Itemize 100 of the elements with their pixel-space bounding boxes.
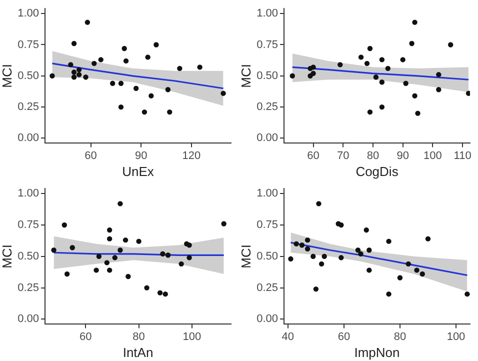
- point: [288, 256, 294, 262]
- point: [118, 248, 123, 253]
- point: [123, 58, 129, 64]
- point: [154, 42, 159, 48]
- y-tick-label: 0.25: [256, 282, 278, 294]
- point: [122, 237, 128, 243]
- y-tick-label: 0.00: [18, 313, 40, 326]
- x-tick-label: 80: [132, 330, 145, 343]
- point: [290, 73, 295, 78]
- point: [76, 72, 82, 78]
- point: [96, 254, 102, 259]
- point: [304, 237, 310, 243]
- point: [338, 62, 343, 68]
- y-axis-title: MCI: [0, 64, 14, 88]
- x-tick-label: 90: [134, 150, 148, 162]
- point: [165, 87, 171, 92]
- point: [448, 42, 454, 48]
- point: [299, 242, 305, 248]
- x-tick-label: 60: [307, 150, 320, 162]
- y-tick-label: 0.75: [18, 219, 40, 232]
- y-axis-title: MCI: [238, 64, 254, 88]
- x-tick-label: 90: [396, 150, 409, 162]
- point: [436, 87, 442, 92]
- x-tick-label: 120: [182, 150, 201, 162]
- point: [367, 109, 373, 115]
- x-tick-label: 70: [336, 150, 350, 162]
- point: [412, 20, 418, 25]
- point: [406, 261, 411, 267]
- point: [415, 110, 420, 116]
- point: [122, 46, 127, 52]
- x-tick-label: 110: [454, 150, 472, 162]
- point: [409, 40, 414, 46]
- x-tick-label: 60: [338, 330, 350, 343]
- x-tick-label: 100: [446, 330, 466, 343]
- x-tick-label: 60: [80, 330, 92, 343]
- x-tick-label: 80: [366, 150, 380, 162]
- y-tick-label: 0.00: [256, 313, 278, 326]
- point: [338, 222, 344, 228]
- point: [160, 251, 166, 256]
- point: [304, 246, 310, 252]
- point: [70, 245, 75, 250]
- point: [71, 70, 77, 75]
- point: [106, 268, 112, 273]
- y-tick-label: 1.00: [256, 8, 278, 20]
- point: [294, 241, 299, 246]
- point: [366, 248, 372, 253]
- point: [313, 286, 319, 292]
- point: [197, 64, 202, 70]
- y-tick-label: 0.75: [18, 38, 40, 51]
- y-tick-label: 1.00: [18, 8, 40, 20]
- point: [364, 227, 369, 233]
- point: [466, 90, 470, 96]
- point: [92, 60, 97, 66]
- point: [364, 60, 370, 66]
- point: [68, 62, 74, 68]
- x-axis-title: CogDis: [356, 164, 399, 179]
- point: [62, 222, 68, 228]
- y-tick-label: 0.50: [18, 250, 40, 262]
- y-axis-title: MCI: [0, 244, 14, 268]
- point: [436, 72, 442, 78]
- point: [385, 66, 390, 72]
- y-tick-label: 1.00: [18, 188, 40, 200]
- point: [178, 261, 184, 267]
- point: [220, 90, 226, 96]
- point: [51, 248, 56, 253]
- point: [355, 248, 361, 253]
- x-tick-label: 40: [282, 330, 294, 343]
- point: [98, 57, 104, 62]
- point: [167, 109, 172, 115]
- x-tick-label: 100: [424, 150, 442, 162]
- y-tick-label: 0.50: [256, 250, 278, 262]
- point: [50, 73, 55, 78]
- x-tick-label: 80: [394, 330, 406, 343]
- point: [76, 67, 82, 72]
- y-tick-label: 1.00: [256, 188, 278, 200]
- point: [157, 290, 163, 296]
- point: [414, 268, 420, 273]
- point: [84, 20, 90, 25]
- point: [118, 201, 123, 206]
- point: [403, 80, 408, 86]
- point: [322, 254, 327, 259]
- point: [162, 291, 168, 297]
- point: [310, 64, 316, 70]
- point: [367, 46, 373, 52]
- x-axis-title: ImpNon: [354, 344, 400, 360]
- point: [118, 80, 124, 86]
- point: [112, 255, 118, 260]
- point: [400, 57, 406, 62]
- y-tick-label: 0.50: [18, 70, 40, 82]
- point: [318, 261, 324, 267]
- y-tick-label: 0.50: [256, 70, 278, 82]
- point: [142, 109, 148, 115]
- point: [379, 57, 385, 62]
- point: [118, 104, 124, 110]
- point: [386, 291, 392, 297]
- point: [379, 80, 385, 85]
- point: [165, 252, 171, 258]
- point: [145, 54, 150, 60]
- point: [106, 236, 112, 242]
- point: [425, 236, 431, 242]
